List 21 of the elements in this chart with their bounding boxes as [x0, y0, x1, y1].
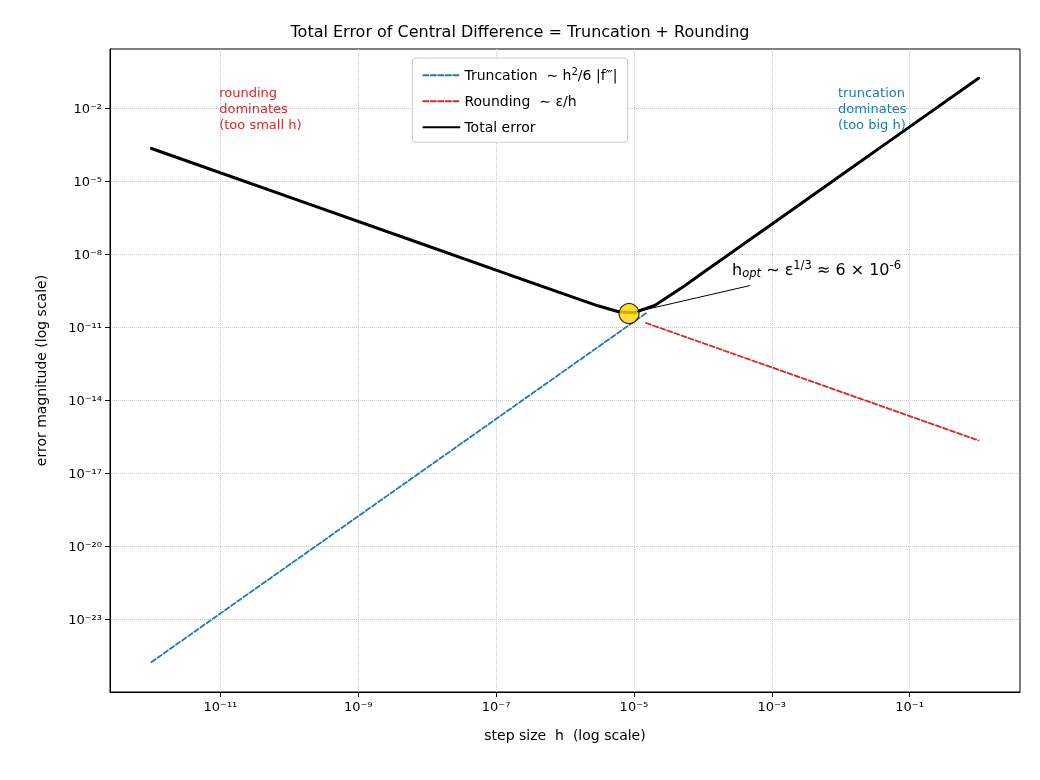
- y-tick-label: 10⁻¹⁷: [68, 465, 102, 481]
- y-tick-label: 10⁻⁸: [73, 246, 102, 262]
- annotation: truncation dominates (too big h): [838, 84, 907, 132]
- annotation: rounding dominates (too small h): [219, 84, 302, 132]
- x-tick-label: 10⁻⁵: [619, 699, 649, 714]
- x-tick-label: 10⁻³: [757, 699, 787, 714]
- x-tick-label: 10⁻¹: [895, 699, 924, 714]
- x-tick-label: 10⁻¹¹: [203, 699, 238, 714]
- y-tick-label: 10⁻²³: [68, 611, 102, 627]
- legend-label: Total error: [463, 119, 536, 136]
- x-tick-label: 10⁻⁷: [481, 699, 511, 714]
- y-axis-title: error magnitude (log scale): [33, 274, 49, 467]
- y-tick-label: 10⁻²: [73, 100, 102, 116]
- y-tick-label: 10⁻¹⁴: [68, 392, 102, 408]
- legend-label: Rounding ∼ ε/h: [464, 93, 577, 110]
- x-axis-title: step size h (log scale): [484, 727, 646, 743]
- y-tick-label: 10⁻²⁰: [68, 538, 102, 554]
- chart-title: Total Error of Central Difference = Truncation + Rounding: [289, 21, 750, 41]
- x-tick-label: 10⁻⁹: [343, 699, 373, 714]
- y-tick-label: 10⁻⁵: [73, 173, 102, 189]
- y-tick-label: 10⁻¹¹: [68, 319, 102, 335]
